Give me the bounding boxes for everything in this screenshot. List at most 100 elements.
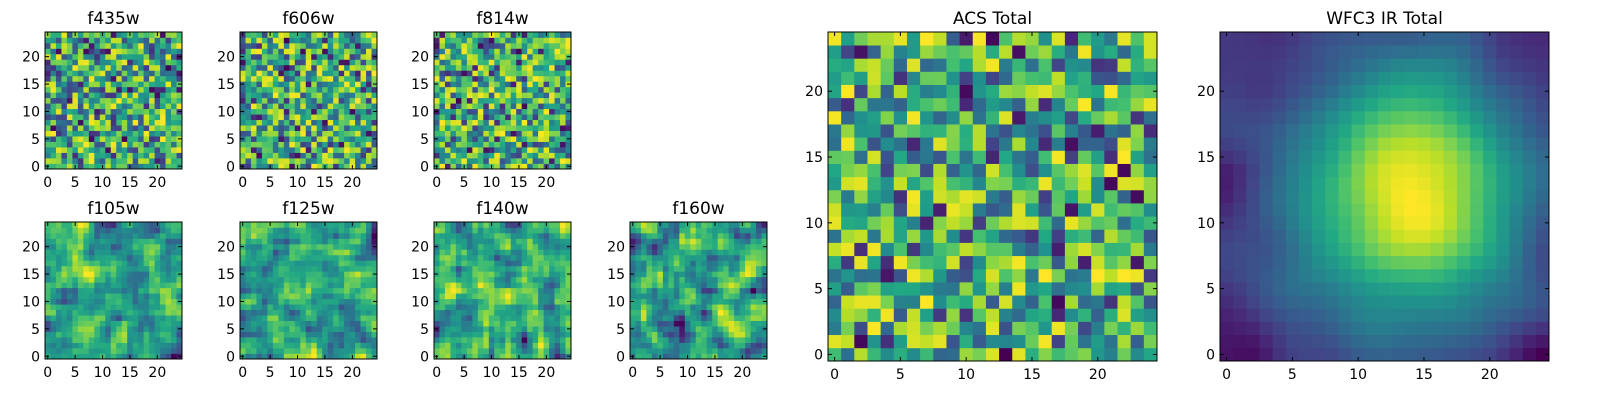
heatmap-cell — [867, 282, 881, 296]
heatmap-cell — [272, 227, 279, 234]
heatmap-cell — [105, 53, 112, 60]
heatmap-cell — [1051, 347, 1066, 362]
heatmap-cell — [77, 86, 84, 93]
heatmap-cell — [455, 271, 462, 278]
heatmap-cell — [646, 222, 653, 228]
heatmap-cell — [673, 298, 680, 305]
heatmap-cell — [176, 287, 183, 294]
heatmap-cell — [283, 353, 290, 360]
heatmap-cell — [657, 238, 664, 245]
heatmap-cell — [630, 337, 636, 343]
heatmap-cell — [55, 304, 62, 311]
heatmap-cell — [272, 103, 279, 110]
heatmap-cell — [366, 282, 372, 289]
heatmap-cell — [143, 353, 150, 360]
heatmap-cell — [149, 158, 155, 164]
heatmap-cell — [717, 353, 724, 360]
heatmap-cell — [160, 158, 166, 164]
heatmap-cell — [510, 103, 517, 110]
heatmap-cell — [505, 92, 512, 99]
heatmap-cell — [267, 37, 274, 44]
heatmap-cell — [278, 238, 285, 245]
heatmap-cell — [549, 243, 555, 250]
heatmap-cell — [355, 59, 361, 66]
heatmap-cell — [756, 293, 762, 300]
heatmap-cell — [455, 227, 462, 234]
heatmap-cell — [94, 227, 101, 234]
heatmap-cell — [1051, 216, 1066, 230]
heatmap-cell — [985, 176, 1000, 191]
heatmap-cell — [289, 125, 296, 131]
heatmap-cell — [45, 152, 51, 159]
heatmap-cell — [527, 136, 533, 142]
heatmap-cell — [701, 342, 708, 349]
heatmap-cell — [322, 326, 329, 332]
heatmap-cell — [311, 70, 318, 77]
heatmap-cell — [461, 282, 468, 289]
heatmap-cell — [439, 304, 446, 311]
heatmap-cell — [712, 348, 719, 354]
heatmap-cell — [439, 119, 446, 126]
heatmap-cell — [289, 304, 296, 311]
heatmap-cell — [455, 326, 462, 332]
heatmap-cell — [434, 254, 440, 261]
heatmap-cell — [322, 37, 329, 44]
heatmap-cell — [366, 265, 372, 272]
heatmap-cell — [565, 141, 572, 148]
heatmap-cell — [494, 353, 501, 360]
heatmap-cell — [999, 295, 1013, 309]
heatmap-cell — [61, 59, 68, 66]
heatmap-cell — [322, 108, 329, 115]
heatmap-cell — [472, 337, 479, 343]
heatmap-cell — [289, 309, 296, 316]
heatmap-cell — [745, 271, 751, 278]
heatmap-cell — [61, 315, 68, 321]
heatmap-cell — [138, 136, 144, 142]
heatmap-cell — [333, 141, 339, 148]
heatmap-cell — [99, 282, 106, 289]
heatmap-cell — [477, 103, 484, 110]
heatmap-cell — [488, 108, 495, 115]
heatmap-cell — [99, 243, 106, 250]
heatmap-cell — [160, 309, 166, 316]
heatmap-cell — [149, 287, 155, 294]
heatmap-cell — [94, 81, 101, 88]
heatmap-cell — [1064, 308, 1079, 322]
heatmap-cell — [154, 260, 161, 267]
heatmap-cell — [176, 70, 183, 77]
heatmap-cell — [1078, 176, 1092, 191]
heatmap-cell — [355, 243, 361, 250]
heatmap-cell — [527, 53, 533, 60]
heatmap-cell — [745, 254, 751, 261]
heatmap-cell — [455, 238, 462, 245]
heatmap-cell — [305, 48, 312, 55]
heatmap-cell — [488, 136, 495, 142]
heatmap-cell — [316, 37, 323, 44]
heatmap-cell — [734, 342, 740, 349]
y-tick-label: 20 — [217, 50, 235, 66]
heatmap-cell — [450, 163, 457, 170]
heatmap-cell — [61, 37, 68, 44]
heatmap-cell — [360, 304, 367, 311]
heatmap-cell — [439, 342, 446, 349]
heatmap-cell — [450, 260, 457, 267]
heatmap-cell — [739, 232, 746, 239]
heatmap-cell — [565, 130, 572, 137]
heatmap-cell — [283, 158, 290, 164]
heatmap-cell — [261, 152, 268, 159]
heatmap-cell — [327, 86, 334, 93]
heatmap-cell — [455, 81, 462, 88]
heatmap-cell — [444, 331, 451, 338]
heatmap-cell — [338, 152, 345, 159]
heatmap-cell — [371, 92, 378, 99]
heatmap-cell — [240, 125, 246, 131]
heatmap-cell — [127, 320, 134, 327]
heatmap-cell — [657, 315, 664, 321]
heatmap-cell — [110, 119, 117, 126]
heatmap-cell — [477, 331, 484, 338]
heatmap-cell — [344, 125, 350, 131]
heatmap-cell — [723, 309, 729, 316]
heatmap-cell — [245, 293, 252, 300]
heatmap-cell — [138, 75, 144, 82]
heatmap-cell — [527, 243, 533, 250]
